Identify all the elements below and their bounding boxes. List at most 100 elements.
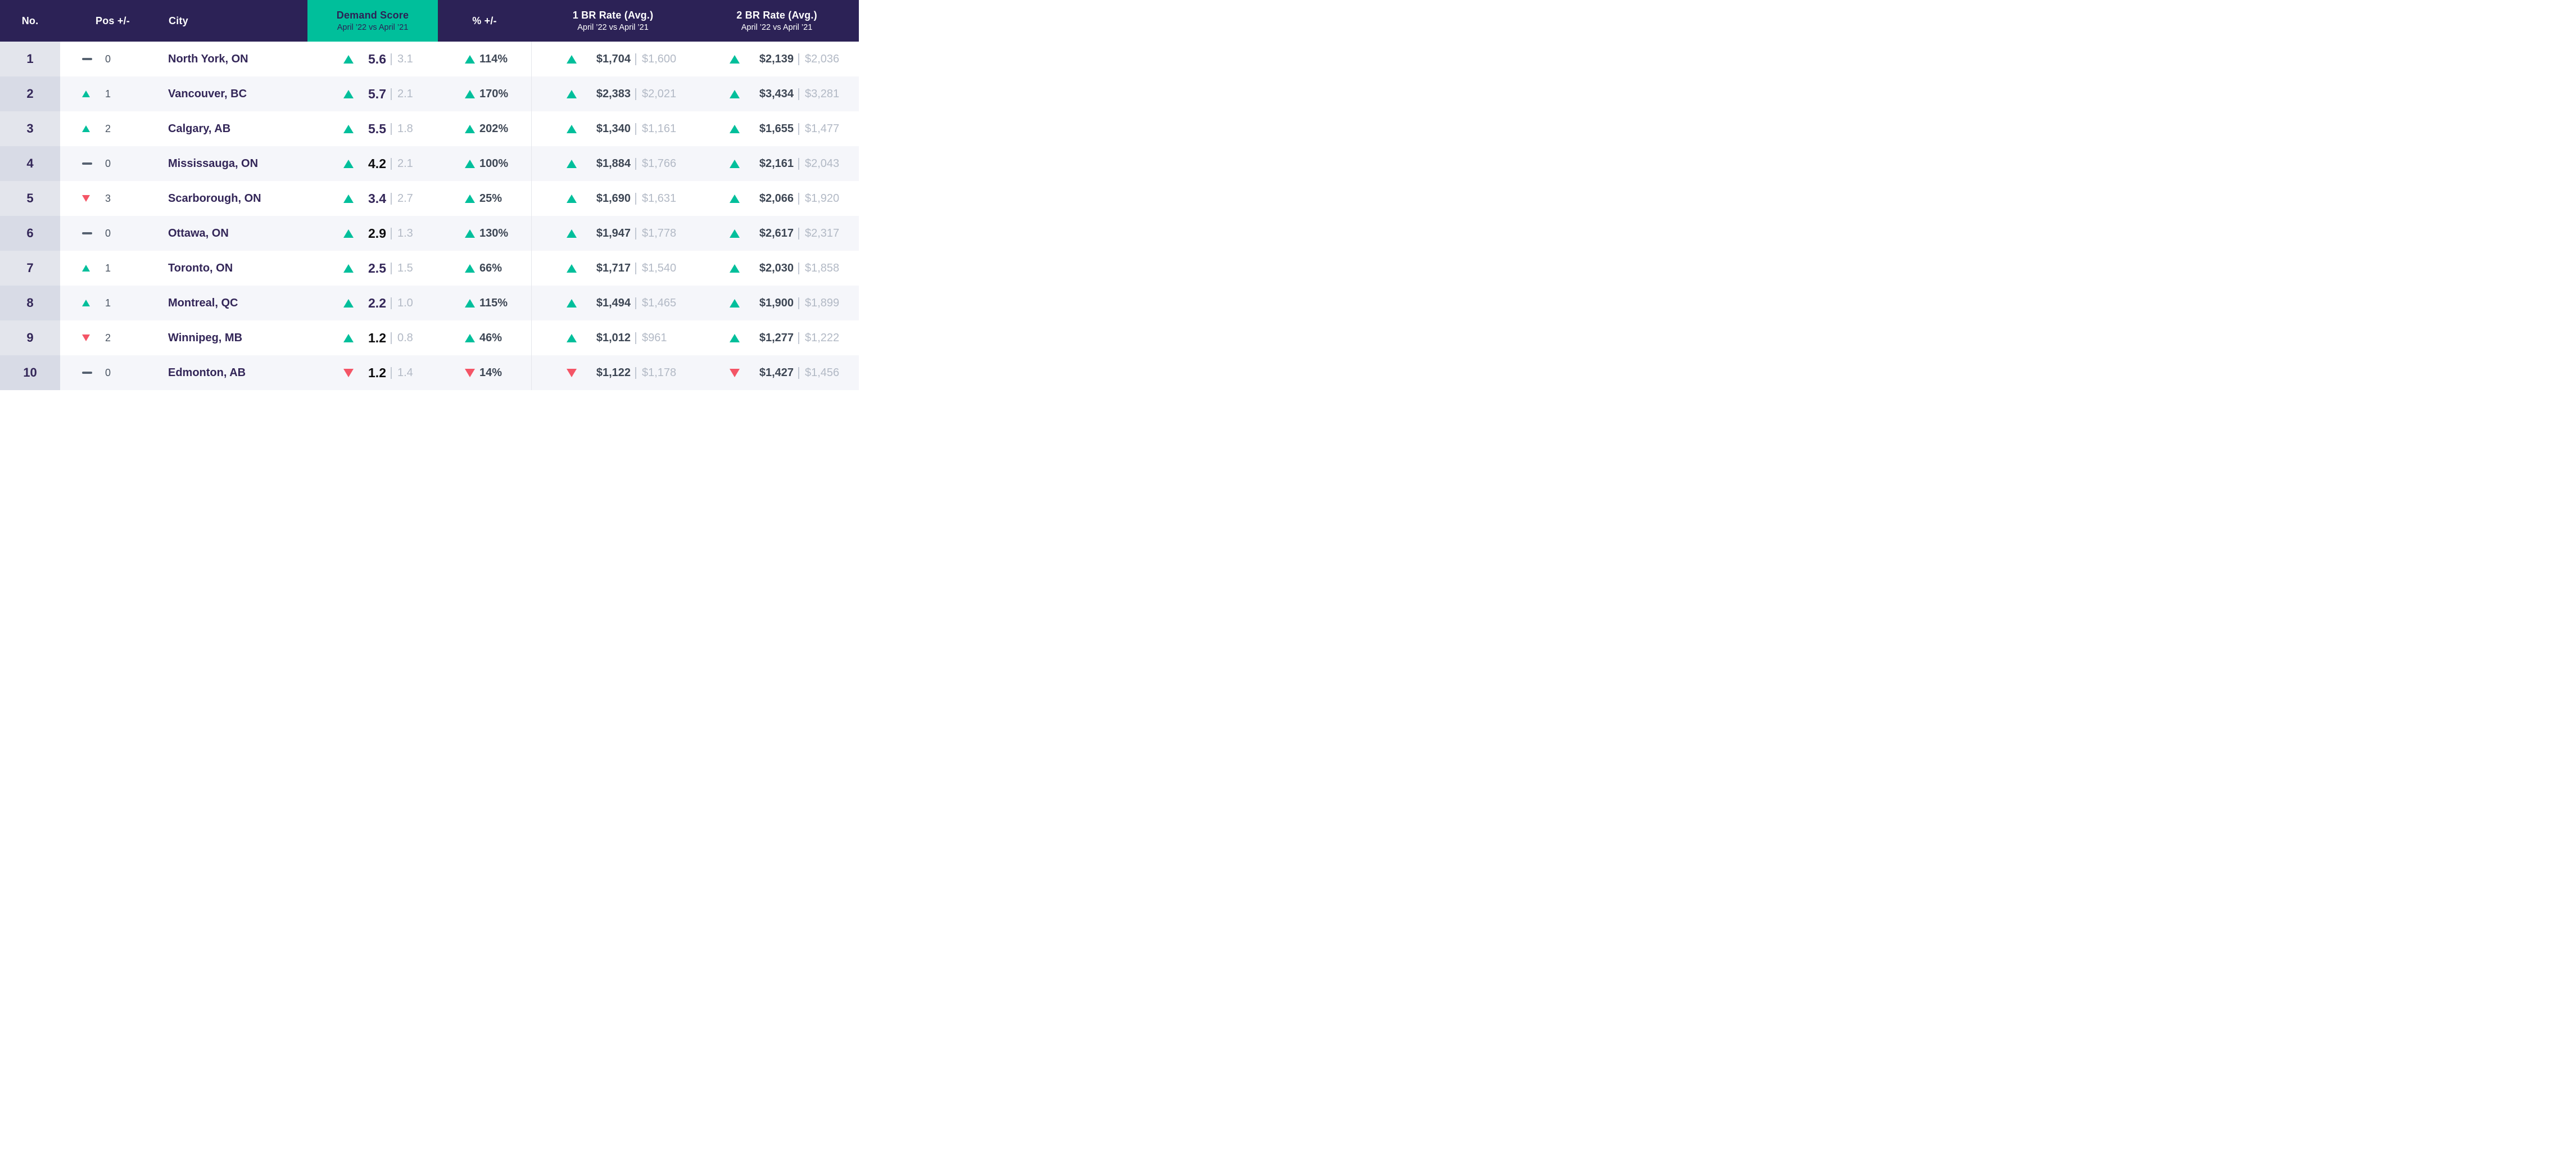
pos-change-value: 2 <box>105 123 111 134</box>
rank-value: 8 <box>26 296 34 310</box>
value-separator <box>635 123 636 135</box>
header-1br-rate-label: 1 BR Rate (Avg.) <box>572 9 654 21</box>
demand-score-cell: 3.4 2.7 <box>307 181 438 216</box>
rank-cell: 10 <box>0 355 60 390</box>
br2-rate-previous: $1,477 <box>805 122 840 135</box>
demand-score-previous: 1.5 <box>397 261 413 274</box>
br2-rate-previous: $1,899 <box>805 296 840 309</box>
up-triangle-icon <box>567 124 577 133</box>
br2-rate-cell: $1,277 $1,222 <box>695 320 859 355</box>
demand-score-cell: 1.2 0.8 <box>307 320 438 355</box>
header-city-label: City <box>169 15 188 26</box>
up-triangle-icon <box>343 299 354 308</box>
pos-change-icon-slot <box>82 265 105 272</box>
demand-score-previous: 2.1 <box>397 87 413 100</box>
demand-score-cell: 1.2 1.4 <box>307 355 438 390</box>
br2-rate-current: $2,066 <box>759 192 794 205</box>
header-pos-change: Pos +/- <box>60 0 165 42</box>
pct-change-value: 170% <box>479 87 509 100</box>
br2-rate-cell: $1,655 $1,477 <box>695 111 859 146</box>
pos-change-icon-slot <box>82 232 105 234</box>
br1-rate-cell: $1,704 $1,600 <box>531 42 695 76</box>
city-cell: Vancouver, BC <box>165 76 307 111</box>
br1-rate-previous: $1,161 <box>642 122 677 135</box>
up-triangle-icon <box>343 264 354 273</box>
demand-score-current: 1.2 <box>368 330 386 345</box>
br2-rate-previous: $1,858 <box>805 261 840 274</box>
demand-score-previous: 0.8 <box>397 331 413 344</box>
br2-rate-previous: $3,281 <box>805 87 840 100</box>
pct-change-value: 115% <box>479 296 508 309</box>
value-separator <box>391 88 392 100</box>
table-row: 10 0 Edmonton, AB 1.2 1.4 14% $1,122 $1,… <box>0 355 859 390</box>
rank-value: 10 <box>23 365 37 379</box>
br2-rate-previous: $1,920 <box>805 192 840 205</box>
city-name: Toronto, ON <box>168 261 233 274</box>
pos-change-icon-slot <box>82 300 105 306</box>
up-triangle-icon <box>343 229 354 238</box>
br2-rate-current: $1,655 <box>759 122 794 135</box>
br1-rate-previous: $2,021 <box>642 87 677 100</box>
up-triangle-icon <box>567 55 577 64</box>
up-triangle-icon <box>343 89 354 98</box>
demand-score-cell: 5.5 1.8 <box>307 111 438 146</box>
br1-rate-cell: $1,494 $1,465 <box>531 286 695 320</box>
pos-change-cell: 0 <box>60 355 165 390</box>
table-header-row: No. Pos +/- City Demand Score April ’22 … <box>0 0 859 42</box>
up-triangle-icon <box>567 229 577 238</box>
br2-rate-current: $2,617 <box>759 227 794 239</box>
rental-demand-ranking-table: No. Pos +/- City Demand Score April ’22 … <box>0 0 859 390</box>
pos-change-icon-slot <box>82 91 105 97</box>
pos-change-value: 2 <box>105 332 111 343</box>
city-cell: Edmonton, AB <box>165 355 307 390</box>
up-triangle-icon <box>465 264 475 273</box>
demand-score-cell: 5.6 3.1 <box>307 42 438 76</box>
value-separator <box>635 88 636 100</box>
br2-rate-cell: $2,030 $1,858 <box>695 251 859 286</box>
demand-score-current: 5.5 <box>368 121 386 136</box>
br1-rate-cell: $1,012 $961 <box>531 320 695 355</box>
down-triangle-icon <box>343 368 354 377</box>
value-separator <box>798 332 799 344</box>
br1-rate-current: $1,340 <box>596 122 631 135</box>
up-triangle-icon <box>730 299 740 308</box>
rank-cell: 2 <box>0 76 60 111</box>
demand-score-cell: 5.7 2.1 <box>307 76 438 111</box>
value-separator <box>635 262 636 274</box>
value-separator <box>798 88 799 100</box>
city-name: Winnipeg, MB <box>168 331 243 344</box>
br1-rate-previous: $961 <box>642 331 667 344</box>
demand-score-previous: 1.0 <box>397 296 413 309</box>
up-triangle-icon <box>567 159 577 168</box>
pos-change-value: 1 <box>105 262 111 274</box>
city-cell: North York, ON <box>165 42 307 76</box>
pct-change-value: 14% <box>479 366 502 379</box>
br1-rate-previous: $1,778 <box>642 227 677 239</box>
header-demand-score: Demand Score April ’22 vs April ’21 <box>307 0 438 42</box>
pct-change-cell: 170% <box>438 76 531 111</box>
pos-change-value: 1 <box>105 297 111 309</box>
pct-change-cell: 66% <box>438 251 531 286</box>
rank-value: 5 <box>26 191 34 205</box>
pos-change-value: 0 <box>105 227 111 239</box>
pos-change-cell: 2 <box>60 111 165 146</box>
pos-change-icon-slot <box>82 58 105 60</box>
rank-cell: 9 <box>0 320 60 355</box>
no-change-dash-icon <box>82 232 92 234</box>
br1-rate-current: $1,012 <box>596 331 631 344</box>
demand-score-previous: 1.8 <box>397 122 413 135</box>
demand-score-current: 2.5 <box>368 260 386 275</box>
header-city: City <box>165 0 307 42</box>
demand-score-cell: 2.5 1.5 <box>307 251 438 286</box>
pos-change-icon-slot <box>82 125 105 132</box>
city-name: Ottawa, ON <box>168 227 229 239</box>
up-triangle-icon <box>730 194 740 203</box>
up-triangle-icon <box>730 124 740 133</box>
br2-rate-cell: $2,617 $2,317 <box>695 216 859 251</box>
up-triangle-icon <box>730 159 740 168</box>
city-cell: Scarborough, ON <box>165 181 307 216</box>
demand-score-current: 2.9 <box>368 225 386 241</box>
pos-change-cell: 0 <box>60 146 165 181</box>
header-1br-rate-sub: April ’22 vs April ’21 <box>577 22 649 32</box>
rank-cell: 1 <box>0 42 60 76</box>
